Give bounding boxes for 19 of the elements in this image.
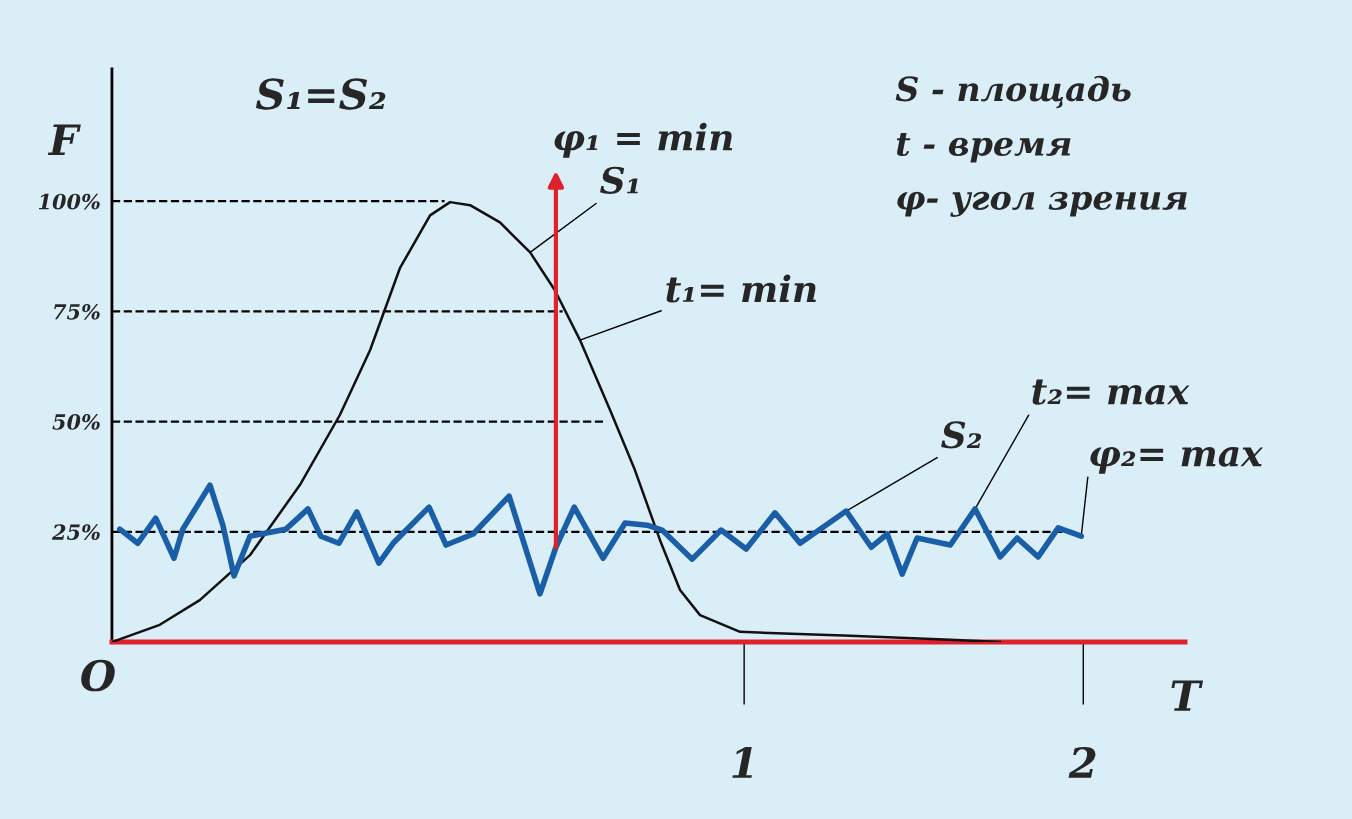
y-tick-label: 25% xyxy=(51,524,100,541)
y-tick-label: 50% xyxy=(52,414,100,430)
annotation: t - время xyxy=(896,132,1071,163)
annotation: φ₂= max xyxy=(1090,446,1263,474)
x-tick-label: 1 xyxy=(732,746,752,778)
annotation: t₁= min xyxy=(666,274,816,303)
annotation: φ- угол зрения xyxy=(897,191,1187,217)
text: O xyxy=(81,659,115,692)
x-axis-title: T xyxy=(1171,680,1204,711)
annotation: S - площадь xyxy=(895,75,1131,109)
y-tick-label: 100% xyxy=(38,193,100,210)
annotation: S₂ xyxy=(941,421,982,449)
annotation: S₁=S₂ xyxy=(255,78,386,110)
annotation: φ₁ = min xyxy=(554,122,733,158)
annotation: t₂= max xyxy=(1032,379,1190,405)
x-tick-label: 2 xyxy=(1068,746,1096,778)
annotation: S₁ xyxy=(600,166,638,194)
y-axis-title: F xyxy=(47,124,81,155)
y-tick-label: 75% xyxy=(54,303,100,320)
